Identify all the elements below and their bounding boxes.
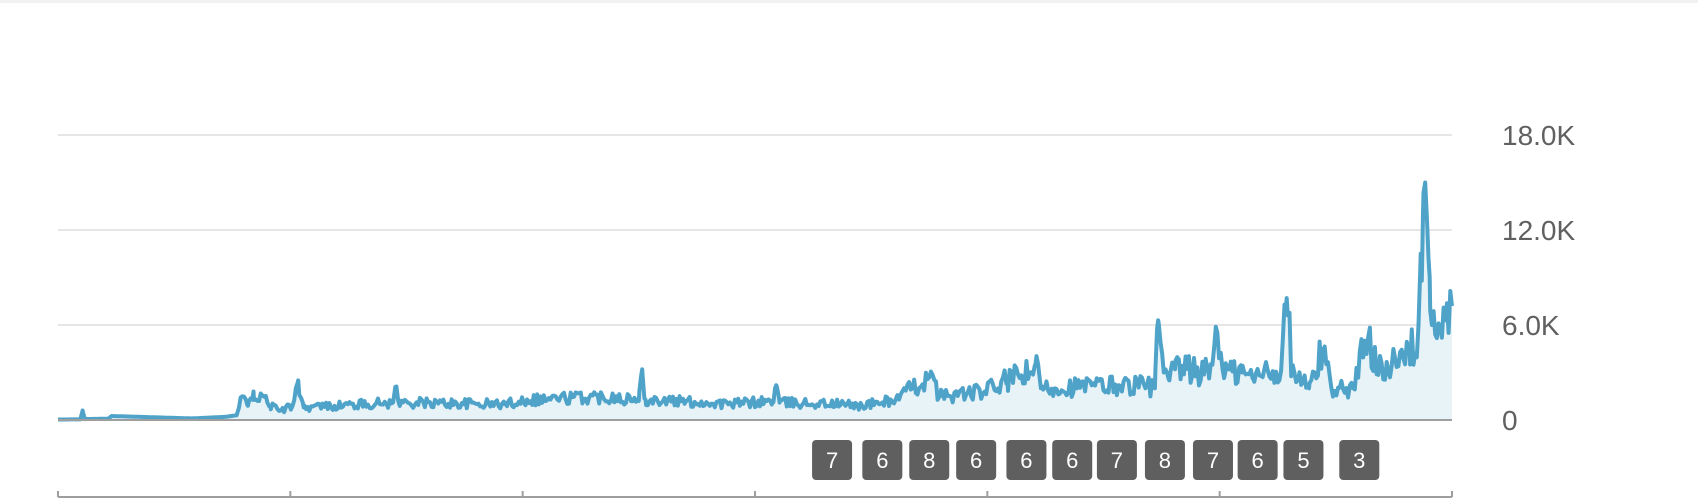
y-tick-label: 6.0K	[1502, 310, 1560, 341]
event-badge	[862, 440, 903, 480]
event-badge-label: 7	[1111, 448, 1123, 473]
event-badge	[1006, 440, 1047, 480]
event-badge-label: 7	[826, 448, 838, 473]
event-badge	[1237, 440, 1278, 480]
y-tick-label: 18.0K	[1502, 120, 1575, 151]
event-badge-label: 8	[1159, 448, 1171, 473]
y-axis-tick-labels: 0 6.0K 12.0K 18.0K	[1502, 120, 1575, 436]
event-badge	[1339, 440, 1380, 480]
event-badge	[909, 440, 950, 480]
event-badge	[1192, 440, 1233, 480]
event-badge-label: 7	[1207, 448, 1219, 473]
axes	[57, 419, 1453, 498]
series-line	[57, 180, 1454, 422]
event-badge	[1144, 440, 1185, 480]
event-badge-label: 6	[970, 448, 982, 473]
event-badge	[812, 440, 853, 480]
event-badge-label: 6	[1020, 448, 1032, 473]
y-tick-label: 12.0K	[1502, 215, 1575, 246]
event-badge-label: 6	[1252, 448, 1264, 473]
event-badge	[956, 440, 997, 480]
event-annotations: 7 6 8 6 6 6 7 8 7 6 5 3	[812, 440, 1380, 480]
event-badge-label: 8	[923, 448, 935, 473]
top-divider	[0, 0, 1698, 3]
event-badge-label: 5	[1297, 448, 1309, 473]
event-badge	[1096, 440, 1137, 480]
series-area-fill	[58, 182, 1452, 420]
event-badge-label: 6	[876, 448, 888, 473]
y-tick-label: 0	[1502, 405, 1518, 436]
event-badge	[1052, 440, 1093, 480]
event-badge	[1283, 440, 1324, 480]
event-badge-label: 3	[1353, 448, 1365, 473]
gridlines	[58, 134, 1452, 326]
event-badge-label: 6	[1066, 448, 1078, 473]
series-area	[57, 180, 1454, 422]
